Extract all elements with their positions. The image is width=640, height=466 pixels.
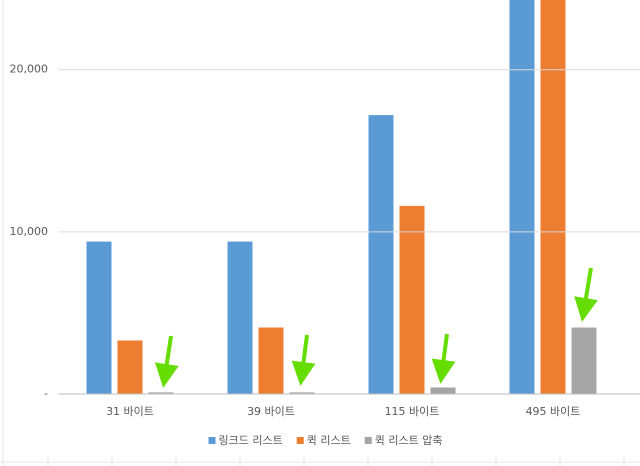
bar bbox=[258, 327, 284, 394]
annotation-arrows bbox=[154, 267, 598, 388]
bar bbox=[148, 392, 174, 394]
legend-label: 링크드 리스트 bbox=[219, 434, 283, 447]
x-tick-label: 39 바이트 bbox=[247, 405, 295, 418]
legend: 링크드 리스트 퀵 리스트 퀵 리스트 압축 bbox=[208, 434, 443, 447]
y-tick-label: 10,000 bbox=[10, 225, 49, 238]
bar bbox=[227, 241, 253, 394]
bar bbox=[289, 392, 315, 394]
bar bbox=[117, 340, 143, 394]
bar bbox=[571, 327, 597, 394]
x-tick-label: 31 바이트 bbox=[106, 405, 154, 418]
bar bbox=[86, 241, 112, 394]
x-tick-label: 115 바이트 bbox=[385, 405, 440, 418]
bar bbox=[399, 205, 425, 394]
bar bbox=[430, 387, 456, 394]
legend-label: 퀵 리스트 bbox=[307, 434, 351, 447]
y-tick-label: 20,000 bbox=[10, 63, 49, 76]
bar bbox=[540, 0, 566, 394]
plot-area bbox=[86, 0, 597, 394]
legend-swatch bbox=[364, 437, 372, 444]
x-tick-label: 495 바이트 bbox=[526, 405, 581, 418]
bar bbox=[509, 0, 535, 394]
legend-label: 퀵 리스트 압축 bbox=[375, 434, 443, 447]
legend-swatch bbox=[296, 437, 304, 444]
bar bbox=[368, 115, 394, 394]
y-tick-label: - bbox=[44, 387, 48, 400]
legend-swatch bbox=[208, 437, 216, 444]
